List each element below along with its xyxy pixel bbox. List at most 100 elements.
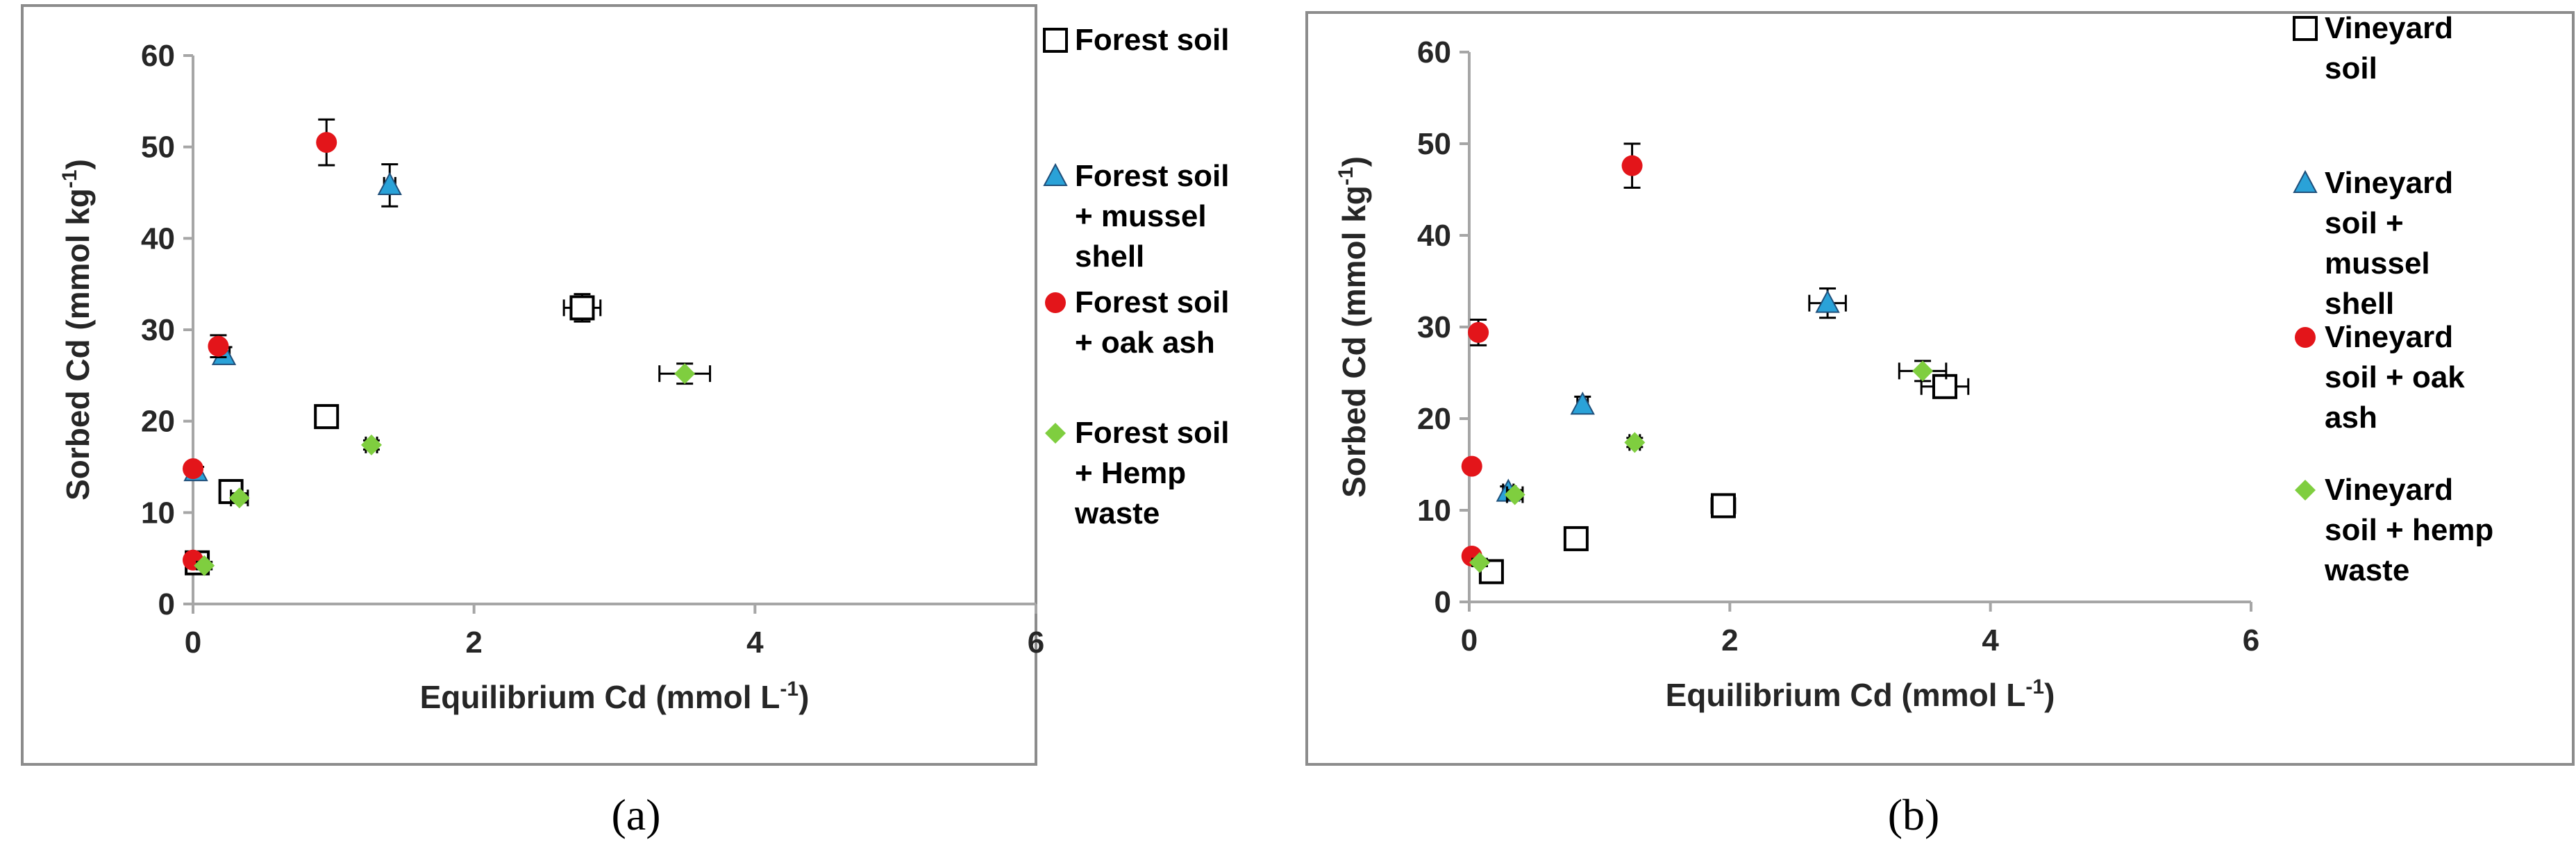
data-point [377, 163, 402, 208]
legend-label: Vineyard [2325, 166, 2453, 200]
data-point [228, 487, 250, 509]
chart-frame [21, 4, 1037, 766]
data-point [658, 362, 712, 385]
legend-label: Vineyard [2325, 11, 2453, 45]
legend-entry: Forest soil + Hemp waste [1045, 416, 1230, 530]
panel-caption: (a) [611, 790, 660, 839]
marker-diamond [1912, 360, 1934, 382]
marker-circle [1461, 455, 1482, 477]
marker-square [569, 295, 595, 321]
y-axis-title: Sorbed Cd (mmol kg-1) [58, 159, 96, 501]
data-point [1920, 374, 1970, 399]
legend-entry: Vineyard soil [2293, 11, 2453, 85]
marker-square [314, 404, 340, 430]
marker-circle [1621, 155, 1643, 176]
x-tick-label: 0 [1461, 623, 1478, 657]
data-point [183, 458, 203, 480]
y-tick-label: 10 [141, 496, 175, 530]
legend-label: + Hemp [1075, 456, 1186, 490]
marker-circle [1468, 321, 1489, 343]
legend-label: mussel [2325, 246, 2430, 280]
marker-circle [316, 132, 337, 153]
marker-circle [183, 458, 203, 480]
series-2 [1461, 142, 1643, 567]
data-point [316, 118, 337, 167]
data-point [360, 434, 382, 455]
series-2 [183, 118, 337, 571]
y-tick-label: 60 [141, 39, 175, 73]
marker-square [1710, 493, 1736, 519]
panel-caption: (b) [1888, 790, 1940, 839]
marker-diamond [1469, 552, 1491, 573]
y-axis-title: Sorbed Cd (mmol kg-1) [1335, 156, 1372, 498]
legend-label: Vineyard [2325, 473, 2453, 507]
y-tick-label: 20 [1417, 402, 1451, 436]
legend-label: soil [2325, 51, 2377, 85]
chart-frame [1305, 11, 2575, 766]
data-point [1469, 552, 1491, 573]
marker-triangle [1815, 289, 1840, 313]
marker-triangle [1570, 392, 1595, 415]
series-0 [1478, 374, 1970, 585]
legend-entry: Forest soil [1043, 23, 1230, 57]
legend-label: shell [1075, 240, 1144, 274]
marker-diamond [194, 555, 215, 576]
marker-diamond [1504, 484, 1525, 505]
marker-triangle [377, 171, 402, 195]
y-tick-label: 30 [141, 313, 175, 347]
legend-entry: Vineyard soil + mussel shell [2293, 166, 2453, 321]
data-point [1621, 142, 1643, 189]
legend-marker-circle [1045, 292, 1066, 313]
y-tick-label: 10 [1417, 494, 1451, 528]
legend-entry: Vineyard soil + hemp waste [2295, 473, 2493, 587]
legend-marker-circle [2295, 327, 2316, 348]
y-tick-label: 0 [1435, 585, 1451, 619]
legend-marker-diamond [2295, 480, 2316, 501]
chart-panel-a: 0 10 20 30 40 50 60 0 2 4 6 Equilibrium Cd (mmol L-… [21, 4, 1230, 839]
legend-label: Forest soil [1075, 285, 1230, 319]
legend-label: waste [2324, 553, 2409, 587]
legend-label: soil + [2325, 206, 2404, 240]
marker-diamond [360, 434, 382, 455]
data-point [1710, 493, 1737, 519]
legend-label: ash [2325, 401, 2377, 435]
legend-label: soil + oak [2325, 360, 2465, 394]
data-point [314, 404, 340, 430]
data-point [1468, 318, 1489, 346]
marker-square [1563, 526, 1589, 551]
y-tick-label: 50 [1417, 127, 1451, 161]
data-point [1478, 559, 1504, 585]
x-tick-label: 0 [185, 626, 201, 660]
marker-diamond [674, 363, 696, 385]
legend-label: waste [1074, 496, 1160, 530]
legend-entry: Vineyard soil + oak ash [2295, 320, 2465, 435]
x-tick-label: 6 [1028, 626, 1044, 660]
data-point [1808, 287, 1847, 319]
marker-diamond [228, 487, 250, 509]
legend-label: + mussel [1075, 199, 1207, 233]
y-tick-label: 20 [141, 405, 175, 439]
legend-entry: Forest soil + oak ash [1045, 285, 1230, 360]
legend-label: Forest soil [1075, 416, 1230, 450]
data-point [1624, 432, 1646, 453]
x-tick-label: 6 [2243, 623, 2259, 657]
data-point [1461, 455, 1482, 477]
series-3 [194, 362, 712, 576]
legend-marker-diamond [1045, 423, 1066, 444]
marker-circle [208, 335, 229, 357]
x-axis-title: Equilibrium Cd (mmol L-1) [420, 678, 810, 715]
y-tick-label: 0 [158, 587, 175, 621]
legend-marker-square [2293, 16, 2318, 41]
data-point [1563, 526, 1589, 551]
y-tick-label: 60 [1417, 35, 1451, 69]
series-3 [1469, 360, 1948, 573]
legend-marker-square [1043, 28, 1068, 53]
marker-square [1932, 374, 1957, 399]
y-tick-label: 40 [1417, 219, 1451, 253]
series-1 [1496, 287, 1847, 502]
y-tick-label: 30 [1417, 310, 1451, 344]
y-tick-label: 40 [141, 221, 175, 255]
data-point [562, 293, 602, 323]
chart-panel-b: 0 10 20 30 40 50 60 0 2 4 6 Equilibrium Cd (mmol L-… [1305, 11, 2575, 839]
